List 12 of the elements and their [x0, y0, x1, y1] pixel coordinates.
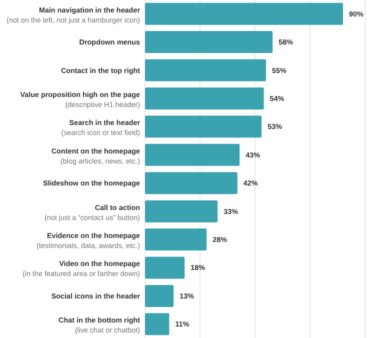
bar	[145, 256, 185, 279]
bar	[145, 116, 262, 138]
bar	[145, 313, 170, 336]
bar	[145, 144, 240, 166]
bar	[145, 284, 174, 307]
bar	[145, 87, 264, 110]
bar	[145, 2, 343, 25]
bar	[145, 172, 238, 194]
bar	[145, 31, 273, 54]
bar	[145, 228, 207, 251]
bar	[145, 200, 218, 222]
bar	[145, 59, 266, 82]
